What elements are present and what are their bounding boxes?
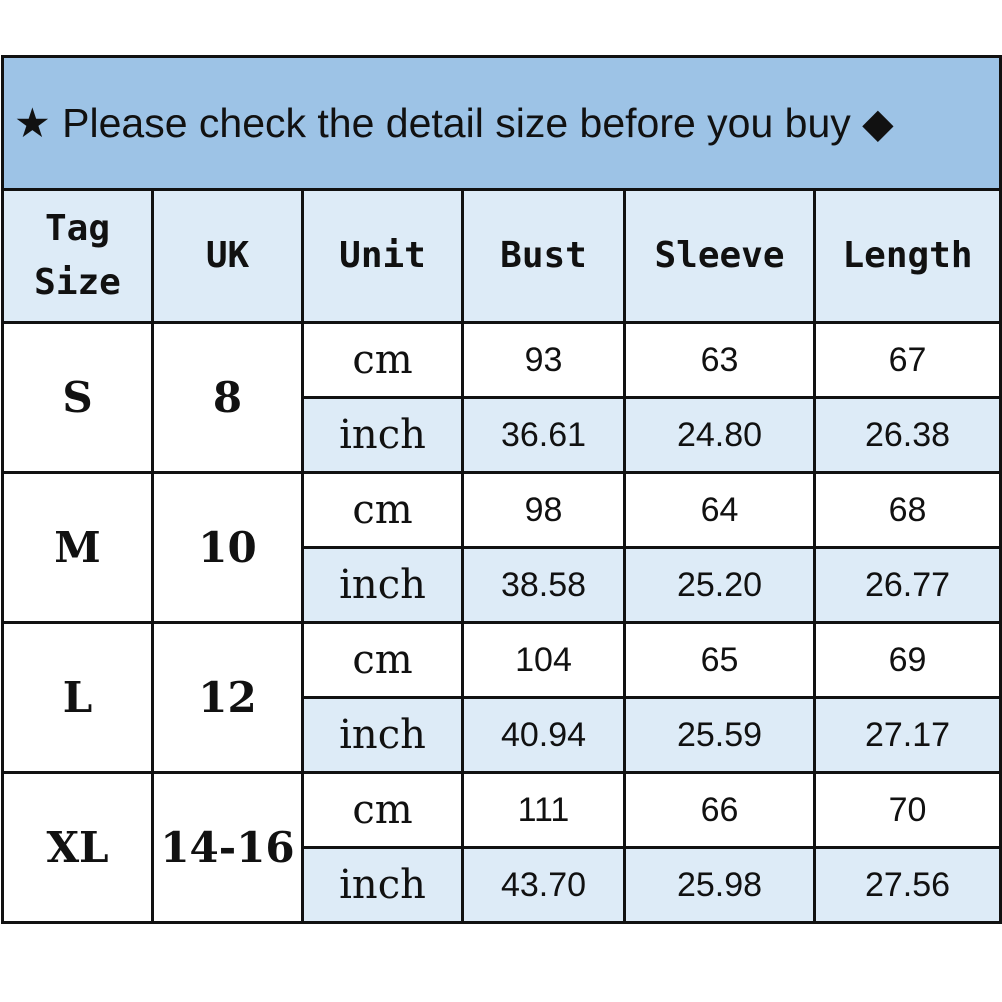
table-row: inch 38.58 25.20 26.77 (3, 546, 1002, 624)
sleeve-cell: 25.98 (623, 846, 816, 924)
sleeve-cell: 66 (623, 771, 816, 849)
length-cell: 70 (812, 771, 1002, 849)
bust-cell: 104 (461, 621, 626, 699)
diamond-icon: ◆ (862, 100, 894, 146)
tag-size-cell: L (1, 621, 154, 774)
sleeve-cell: 24.80 (623, 396, 816, 474)
unit-cell: cm (301, 321, 464, 399)
size-chart: ★ Please check the detail size before yo… (0, 55, 1002, 924)
length-cell: 26.38 (812, 396, 1002, 474)
size-table: ★ Please check the detail size before yo… (0, 55, 1002, 924)
uk-size-cell: 10 (151, 471, 304, 624)
table-row: M 10 cm 98 64 68 (1, 471, 1002, 624)
bust-cell: 111 (461, 771, 626, 849)
unit-cell: inch (301, 546, 464, 624)
header-bust: Bust (461, 188, 626, 324)
bust-cell: 43.70 (461, 846, 626, 924)
bust-cell: 38.58 (461, 546, 626, 624)
unit-cell: cm (301, 771, 464, 849)
header-tag-size: Tag Size (1, 188, 154, 324)
unit-cell: inch (301, 396, 464, 474)
sleeve-cell: 63 (623, 321, 816, 399)
uk-size-cell: 8 (151, 321, 304, 474)
table-row: L 12 cm 104 65 69 (1, 621, 1002, 774)
table-row: inch 36.61 24.80 26.38 (3, 396, 1002, 474)
sleeve-cell: 65 (623, 621, 816, 699)
length-cell: 26.77 (812, 546, 1002, 624)
length-cell: 68 (812, 471, 1002, 549)
header-sleeve: Sleeve (623, 188, 816, 324)
bust-cell: 36.61 (461, 396, 626, 474)
header-unit: Unit (301, 188, 464, 324)
table-row: inch 43.70 25.98 27.56 (3, 846, 1002, 924)
bust-cell: 40.94 (461, 696, 626, 774)
title-text: Please check the detail size before you … (62, 100, 851, 146)
uk-size-cell: 12 (151, 621, 304, 774)
unit-cell: inch (301, 696, 464, 774)
uk-size-cell: 14-16 (151, 771, 304, 924)
length-cell: 69 (812, 621, 1002, 699)
tag-size-cell: M (1, 471, 154, 624)
unit-cell: cm (301, 621, 464, 699)
length-cell: 67 (812, 321, 1002, 399)
tag-size-cell: S (1, 321, 154, 474)
length-cell: 27.17 (812, 696, 1002, 774)
bust-cell: 93 (461, 321, 626, 399)
sleeve-cell: 25.59 (623, 696, 816, 774)
table-row: XL 14-16 cm 111 66 70 (1, 771, 1002, 924)
header-uk: UK (151, 188, 304, 324)
header-length: Length (812, 188, 1002, 324)
length-cell: 27.56 (812, 846, 1002, 924)
bust-cell: 98 (461, 471, 626, 549)
table-row: S 8 cm 93 63 67 (1, 321, 1002, 474)
title-banner: ★ Please check the detail size before yo… (0, 55, 1002, 191)
sleeve-cell: 64 (623, 471, 816, 549)
unit-cell: inch (301, 846, 464, 924)
table-row: inch 40.94 25.59 27.17 (3, 696, 1002, 774)
sleeve-cell: 25.20 (623, 546, 816, 624)
tag-size-cell: XL (1, 771, 154, 924)
unit-cell: cm (301, 471, 464, 549)
star-icon: ★ (14, 100, 51, 146)
